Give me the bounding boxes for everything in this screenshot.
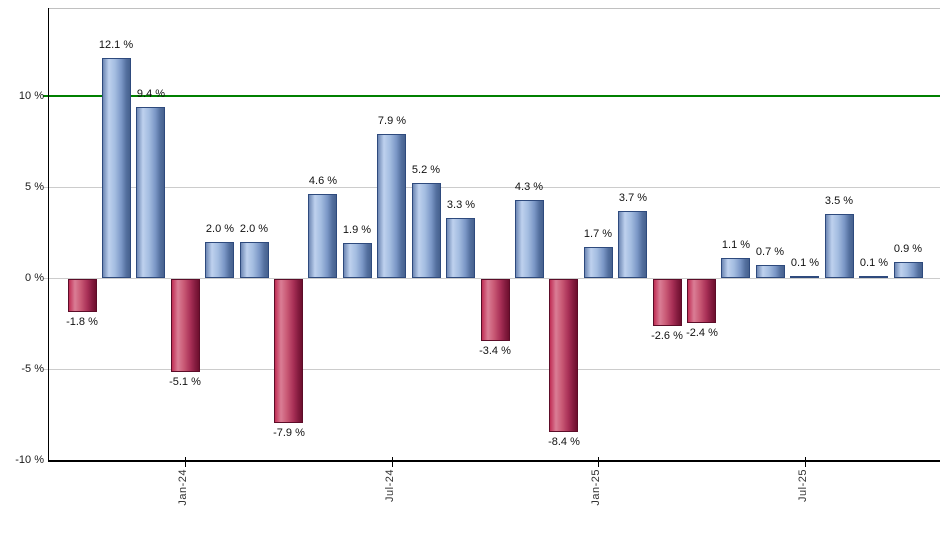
bar-value-label: 0.7 %: [755, 246, 785, 258]
bar-negative: [549, 279, 578, 432]
bar-positive: [102, 58, 131, 278]
bar-negative: [274, 279, 303, 423]
bar-value-label: 0.1 %: [859, 257, 889, 269]
bar-positive: [446, 218, 475, 278]
bar-negative: [481, 279, 510, 341]
bar-value-label: 3.3 %: [446, 199, 476, 211]
gridline: [43, 187, 940, 188]
bar-positive: [136, 107, 165, 278]
bar-negative: [171, 279, 200, 372]
bar-positive: [412, 183, 441, 278]
bar-value-label: 2.0 %: [205, 223, 235, 235]
bar-value-label: 7.9 %: [377, 115, 407, 127]
y-axis-tick-label: 5 %: [25, 181, 44, 193]
x-axis-tick-label: Jan-24: [177, 469, 189, 506]
x-axis-tickmark: [598, 457, 599, 467]
bar-value-label: 5.2 %: [411, 164, 441, 176]
x-axis-tickmark: [805, 457, 806, 467]
bar-value-label: 2.0 %: [239, 223, 269, 235]
bar-positive: [721, 258, 750, 278]
bar-positive: [894, 262, 923, 278]
gridline: [43, 278, 940, 279]
bar-value-label: -5.1 %: [169, 376, 201, 388]
bar-positive: [515, 200, 544, 278]
plot-top-border: [48, 8, 940, 9]
bar-positive: [343, 243, 372, 278]
bar-value-label: 1.7 %: [583, 228, 613, 240]
bar-negative: [68, 279, 97, 312]
x-axis-line: [48, 460, 940, 462]
x-axis-tickmark: [185, 457, 186, 467]
bar-positive: [377, 134, 406, 278]
bar-positive: [618, 211, 647, 278]
bar-positive: [205, 242, 234, 278]
bar-positive: [240, 242, 269, 278]
x-axis-tickmark: [392, 457, 393, 467]
bar-positive: [584, 247, 613, 278]
y-axis-line: [48, 8, 49, 462]
x-axis-tick-label: Jan-25: [590, 469, 602, 506]
bar-positive: [790, 276, 819, 278]
bar-value-label: -8.4 %: [548, 436, 580, 448]
bar-positive: [756, 265, 785, 278]
bar-value-label: 0.1 %: [790, 257, 820, 269]
bar-value-label: 9.4 %: [136, 88, 166, 100]
bar-value-label: 0.9 %: [893, 243, 923, 255]
bar-negative: [687, 279, 716, 323]
bar-value-label: -1.8 %: [66, 316, 98, 328]
x-axis-tick-label: Jul-25: [797, 469, 809, 502]
y-axis-tick-label: -10 %: [15, 454, 44, 466]
bar-value-label: 3.5 %: [824, 195, 854, 207]
reference-line-10pct: [43, 95, 940, 97]
bar-value-label: -2.4 %: [686, 327, 718, 339]
bar-value-label: 3.7 %: [618, 192, 648, 204]
bar-negative: [653, 279, 682, 326]
bar-positive: [825, 214, 854, 278]
bar-positive: [308, 194, 337, 278]
bar-value-label: -2.6 %: [651, 330, 683, 342]
bar-positive: [859, 276, 888, 278]
bar-value-label: 12.1 %: [98, 39, 134, 51]
y-axis-tick-label: -5 %: [21, 363, 44, 375]
bar-value-label: 1.1 %: [721, 239, 751, 251]
y-axis-tick-label: 10 %: [18, 90, 44, 102]
bar-value-label: -7.9 %: [273, 427, 305, 439]
y-axis-tick-label: 0 %: [25, 272, 44, 284]
bar-value-label: -3.4 %: [479, 345, 511, 357]
bar-value-label: 4.6 %: [308, 175, 338, 187]
bar-value-label: 4.3 %: [514, 181, 544, 193]
x-axis-tick-label: Jul-24: [384, 469, 396, 502]
bar-value-label: 1.9 %: [342, 224, 372, 236]
gridline: [43, 369, 940, 370]
